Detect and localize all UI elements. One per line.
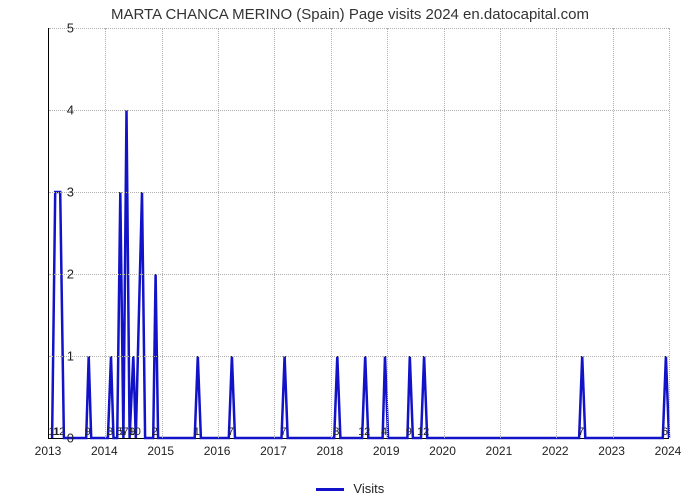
point-label: 7	[228, 426, 234, 438]
point-label: 2	[152, 426, 158, 438]
point-label: 7	[122, 426, 128, 438]
point-label: 12	[417, 426, 429, 438]
xtick-year: 2019	[373, 444, 400, 458]
grid-line-h	[49, 28, 669, 29]
point-label: 10	[129, 426, 141, 438]
point-label: 6	[662, 426, 668, 438]
grid-line-v	[556, 28, 557, 438]
grid-line-v	[218, 28, 219, 438]
xtick-year: 2014	[91, 444, 118, 458]
visits-chart: MARTA CHANCA MERINO (Spain) Page visits …	[0, 0, 700, 500]
grid-line-v	[444, 28, 445, 438]
grid-line-h	[49, 192, 669, 193]
legend: Visits	[0, 481, 700, 496]
xtick-year: 2020	[429, 444, 456, 458]
plot-area	[48, 28, 669, 439]
xtick-year: 2023	[598, 444, 625, 458]
point-label: 7	[281, 426, 287, 438]
grid-line-v	[500, 28, 501, 438]
point-label: 1	[194, 426, 200, 438]
line-series	[49, 28, 669, 438]
point-label: 3	[107, 426, 113, 438]
grid-line-h	[49, 356, 669, 357]
ytick-label: 2	[54, 267, 74, 282]
grid-line-v	[331, 28, 332, 438]
point-label: 4	[381, 426, 387, 438]
legend-label: Visits	[353, 481, 384, 496]
grid-line-v	[387, 28, 388, 438]
point-label: 3	[333, 426, 339, 438]
point-label: 12	[358, 426, 370, 438]
xtick-year: 2018	[316, 444, 343, 458]
xtick-year: 2024	[655, 444, 682, 458]
grid-line-v	[162, 28, 163, 438]
point-label: 9	[406, 426, 412, 438]
chart-title: MARTA CHANCA MERINO (Spain) Page visits …	[0, 6, 700, 23]
xtick-year: 2016	[204, 444, 231, 458]
grid-line-h	[49, 110, 669, 111]
xtick-year: 2021	[486, 444, 513, 458]
grid-line-h	[49, 274, 669, 275]
grid-line-v	[105, 28, 106, 438]
point-label: 7	[578, 426, 584, 438]
xtick-year: 2022	[542, 444, 569, 458]
xtick-year: 2017	[260, 444, 287, 458]
ytick-label: 1	[54, 349, 74, 364]
xtick-year: 2015	[147, 444, 174, 458]
point-label: 9	[85, 426, 91, 438]
legend-swatch	[316, 488, 344, 491]
grid-line-v	[669, 28, 670, 438]
grid-line-v	[274, 28, 275, 438]
ytick-label: 3	[54, 185, 74, 200]
ytick-label: 5	[54, 21, 74, 36]
ytick-label: 4	[54, 103, 74, 118]
xtick-year: 2013	[35, 444, 62, 458]
point-label: 12	[53, 426, 65, 438]
grid-line-v	[613, 28, 614, 438]
